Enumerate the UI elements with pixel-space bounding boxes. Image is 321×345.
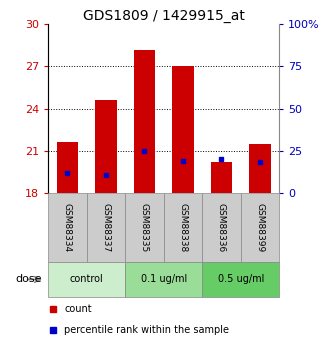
Text: count: count — [64, 304, 92, 314]
Bar — [202, 193, 241, 262]
Text: GSM88399: GSM88399 — [256, 203, 265, 252]
Bar — [172, 66, 194, 193]
Text: control: control — [70, 275, 104, 284]
Bar — [48, 262, 125, 297]
Bar — [241, 193, 279, 262]
Text: 0.1 ug/ml: 0.1 ug/ml — [141, 275, 187, 284]
Bar — [202, 262, 279, 297]
Text: GSM88334: GSM88334 — [63, 203, 72, 252]
Bar — [125, 262, 202, 297]
Bar — [87, 193, 125, 262]
Text: percentile rank within the sample: percentile rank within the sample — [64, 325, 229, 335]
Bar — [48, 193, 87, 262]
Title: GDS1809 / 1429915_at: GDS1809 / 1429915_at — [83, 9, 245, 23]
Text: GSM88335: GSM88335 — [140, 203, 149, 252]
Text: dose: dose — [15, 275, 42, 284]
Text: 0.5 ug/ml: 0.5 ug/ml — [218, 275, 264, 284]
Bar — [125, 193, 164, 262]
Bar — [134, 49, 155, 193]
Bar — [95, 100, 117, 193]
Bar — [164, 193, 202, 262]
Text: GSM88338: GSM88338 — [178, 203, 187, 252]
Bar — [249, 144, 271, 193]
Text: GSM88337: GSM88337 — [101, 203, 110, 252]
Bar — [57, 142, 78, 193]
Text: GSM88336: GSM88336 — [217, 203, 226, 252]
Bar — [211, 162, 232, 193]
